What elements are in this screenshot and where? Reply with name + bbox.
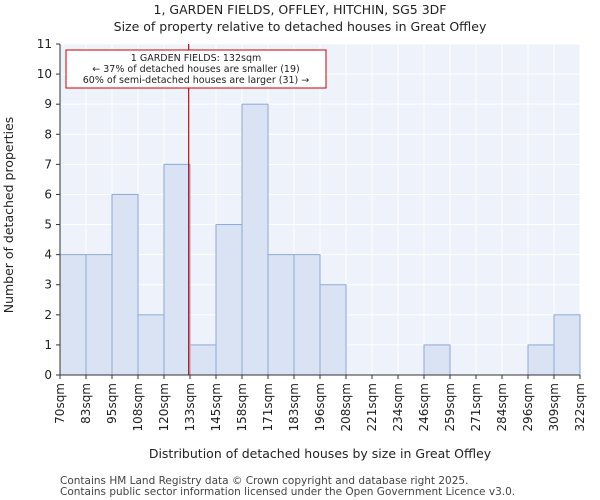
chart-subtitle: Size of property relative to detached ho… <box>114 19 487 34</box>
footer-line-1: Contains HM Land Registry data © Crown c… <box>60 475 468 487</box>
bar <box>423 344 451 376</box>
bar <box>319 284 347 376</box>
bar <box>527 344 555 376</box>
y-tick-label: 5 <box>44 218 52 232</box>
x-tick-label: 296sqm <box>521 383 535 431</box>
bar <box>137 314 165 376</box>
bar <box>85 254 113 376</box>
x-tick-label: 120sqm <box>157 383 171 431</box>
x-tick-label: 196sqm <box>313 383 327 431</box>
chart-title: 1, GARDEN FIELDS, OFFLEY, HITCHIN, SG5 3… <box>154 2 447 17</box>
bar <box>163 163 191 376</box>
bar <box>293 254 321 376</box>
bar <box>111 193 139 376</box>
bar <box>241 103 269 376</box>
x-tick-label: 95sqm <box>105 383 119 424</box>
y-axis-label: Number of detached properties <box>1 117 16 314</box>
footer-line-2: Contains public sector information licen… <box>60 486 515 498</box>
y-tick-label: 0 <box>44 368 52 382</box>
x-tick-label: 246sqm <box>417 383 431 431</box>
y-tick-label: 8 <box>44 127 52 141</box>
annotation-line: 60% of semi-detached houses are larger (… <box>83 75 310 86</box>
x-tick-label: 183sqm <box>287 383 301 431</box>
bar <box>267 254 295 376</box>
x-tick-label: 234sqm <box>391 383 405 431</box>
y-tick-label: 1 <box>44 338 52 352</box>
x-tick-label: 133sqm <box>183 383 197 431</box>
x-axis-label: Distribution of detached houses by size … <box>149 446 492 461</box>
x-tick-label: 108sqm <box>131 383 145 431</box>
x-tick-label: 284sqm <box>495 383 509 431</box>
annotation-line: ← 37% of detached houses are smaller (19… <box>92 64 299 75</box>
annotation-line: 1 GARDEN FIELDS: 132sqm <box>131 53 261 64</box>
x-tick-label: 158sqm <box>235 383 249 431</box>
x-tick-label: 83sqm <box>79 383 93 424</box>
x-tick-label: 309sqm <box>547 383 561 431</box>
x-tick-label: 322sqm <box>573 383 587 431</box>
x-tick-label: 221sqm <box>365 383 379 431</box>
y-tick-label: 4 <box>44 248 52 262</box>
bar <box>59 254 87 376</box>
y-tick-label: 6 <box>44 187 52 201</box>
y-tick-label: 3 <box>44 278 52 292</box>
y-tick-label: 10 <box>37 67 52 81</box>
x-tick-label: 271sqm <box>469 383 483 431</box>
bar <box>189 344 217 376</box>
x-tick-label: 171sqm <box>261 383 275 431</box>
y-tick-label: 9 <box>44 97 52 111</box>
x-tick-label: 259sqm <box>443 383 457 431</box>
x-tick-label: 70sqm <box>53 383 67 424</box>
bar <box>553 314 581 376</box>
y-tick-label: 2 <box>44 308 52 322</box>
plot-area: 0 1 2 3 4 5 6 7 8 9 10 11 70sqm 83sqm 95sqm 108sqm 120sq… <box>37 37 587 431</box>
annotation-box <box>65 49 327 89</box>
x-tick-label: 145sqm <box>209 383 223 431</box>
bar <box>215 224 243 376</box>
x-tick-label: 208sqm <box>339 383 353 431</box>
y-tick-label: 7 <box>44 157 52 171</box>
y-tick-label: 11 <box>37 37 52 51</box>
